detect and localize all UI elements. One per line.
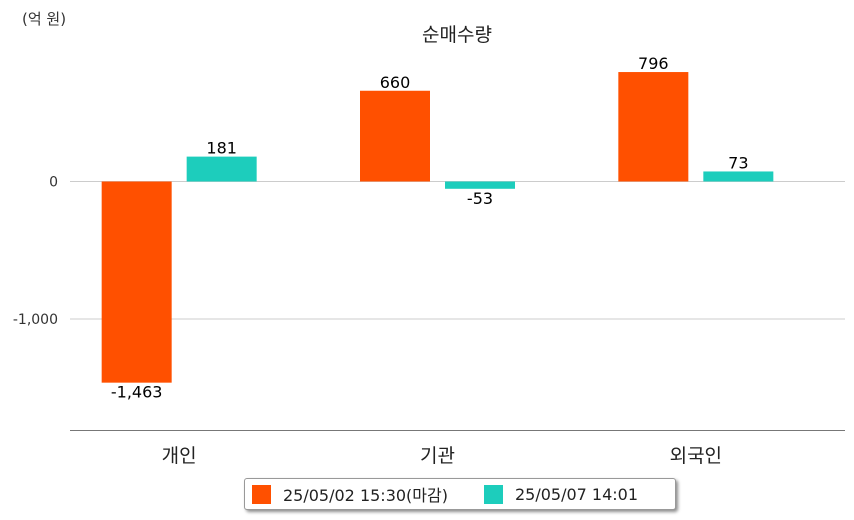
bar: [186, 156, 257, 182]
bar: [360, 90, 430, 182]
legend-swatch-series-1: [252, 484, 271, 504]
data-label: 660: [380, 73, 411, 92]
data-label: 796: [638, 54, 669, 73]
bar: [703, 171, 774, 182]
data-label: -1,463: [111, 383, 163, 402]
y-tick-label: 0: [49, 175, 58, 191]
x-tick-label: 외국인: [670, 445, 722, 467]
legend-swatch-series-2: [483, 484, 503, 504]
legend-item-series-2[interactable]: 25/05/07 14:01: [483, 484, 639, 504]
data-label: -53: [467, 189, 493, 208]
legend-item-series-1[interactable]: 25/05/02 15:30(마감): [252, 482, 448, 506]
bar: [445, 181, 515, 189]
x-tick-label: 개인: [162, 445, 197, 467]
x-tick-label: 기관: [420, 445, 455, 467]
data-label: 73: [728, 153, 748, 172]
data-label: 181: [206, 139, 237, 158]
legend-label-series-1: 25/05/02 15:30(마감): [283, 486, 448, 505]
y-tick-label: -1,000: [13, 312, 58, 328]
bar: [618, 72, 689, 182]
legend-label-series-2: 25/05/07 14:01: [514, 484, 639, 504]
legend: 25/05/02 15:30(마감) 25/05/07 14:01: [244, 478, 676, 510]
bar: [101, 181, 172, 383]
unit-label: (억 원): [22, 10, 67, 28]
chart-title: 순매수량: [422, 24, 492, 46]
